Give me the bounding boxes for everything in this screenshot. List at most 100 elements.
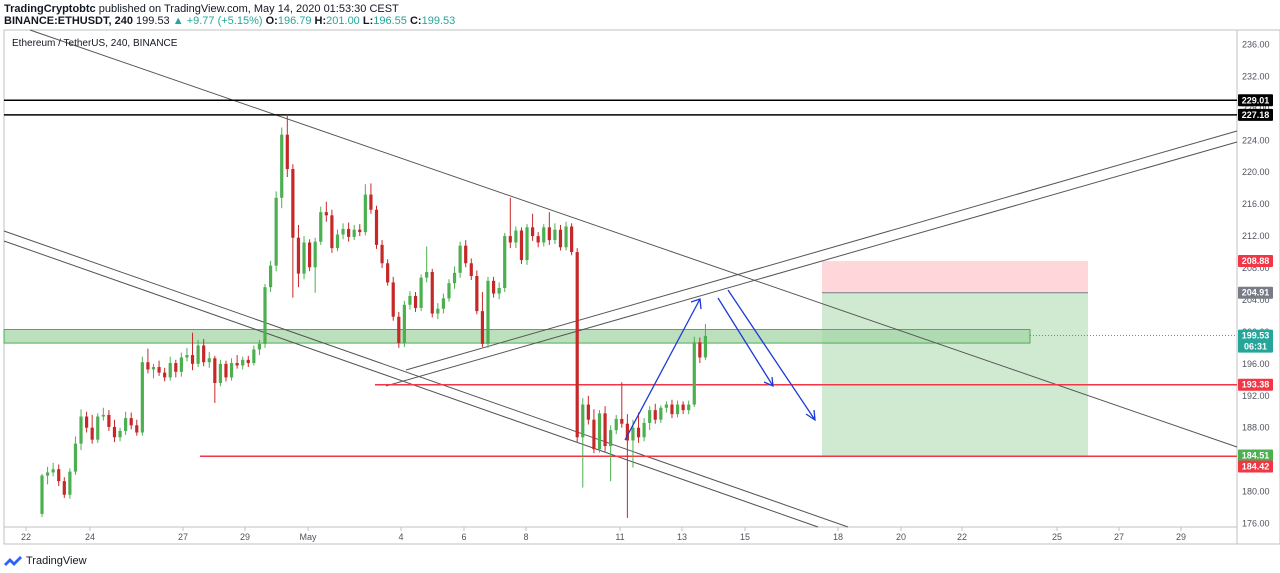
price-label-text: 06:31 [1244, 342, 1267, 352]
price-label-text: 184.51 [1242, 451, 1270, 461]
low-value: 196.55 [373, 15, 407, 27]
close-label: C: [409, 15, 422, 27]
candle-body [391, 282, 395, 317]
candle-body [441, 298, 445, 309]
price-label-text: 229.01 [1242, 95, 1270, 105]
candle-body [491, 280, 496, 294]
candle-body [335, 234, 340, 249]
candle-body [347, 228, 351, 237]
x-tick-label: 22 [957, 532, 967, 542]
candle-body [90, 427, 94, 440]
publisher-name: TradingCryptobtc [4, 3, 96, 15]
y-tick-label: 216.00 [1242, 199, 1270, 209]
candle-body [413, 295, 418, 308]
candle-body [369, 194, 373, 210]
candle-body [452, 272, 457, 284]
candle-body [179, 357, 183, 372]
brand-name: TradingView [26, 555, 87, 567]
candle-body [129, 418, 133, 426]
candle-body [553, 229, 557, 241]
projection-arrow-down-1[interactable] [717, 297, 774, 388]
x-tick-label: 4 [398, 532, 403, 542]
candle-body [397, 316, 401, 344]
open-value: 196.79 [277, 15, 312, 27]
take-profit-zone[interactable] [822, 292, 1088, 456]
projection-arrow-down-2[interactable] [727, 289, 816, 422]
x-tick-label: 8 [523, 532, 528, 542]
candle-body [246, 359, 250, 364]
candle-body [586, 404, 590, 420]
candle-body [213, 358, 217, 383]
candle-body [374, 209, 379, 245]
x-tick-label: 15 [740, 532, 750, 542]
candle-body [168, 363, 172, 378]
channel-line-outer[interactable] [3, 230, 849, 528]
support-zone[interactable] [3, 329, 1031, 344]
price-label-text: 184.42 [1242, 462, 1270, 472]
candle-body [525, 227, 529, 261]
candle-body [531, 227, 535, 237]
candle-body [151, 367, 156, 370]
x-tick-label: 27 [1114, 532, 1124, 542]
rising-trendline-lower[interactable] [385, 141, 1238, 387]
stop-loss-zone[interactable] [822, 261, 1088, 293]
candle-body [291, 169, 295, 238]
candle-body [675, 404, 680, 415]
low-label: L: [362, 15, 374, 27]
projection-arrow-up[interactable] [624, 298, 702, 441]
candle-body [402, 304, 406, 344]
candle-body [218, 363, 222, 383]
publish-date: published on TradingView.com, May 14, 20… [98, 3, 399, 15]
rising-trendline-upper[interactable] [405, 130, 1238, 371]
candle-body [112, 426, 117, 438]
high-value: 201.00 [326, 15, 360, 27]
tradingview-logo-icon [4, 556, 22, 566]
candle-body [670, 404, 674, 415]
price-label-text: 199.53 [1242, 331, 1270, 341]
candle-body [480, 311, 485, 344]
candle-body [508, 236, 512, 243]
candle-body [469, 263, 473, 277]
resistance-trendline-upper[interactable] [29, 29, 1238, 448]
candle-body [570, 226, 574, 253]
candle-body [302, 242, 306, 274]
candle-body [79, 416, 83, 444]
price-label-box [1238, 378, 1273, 391]
price-label-box [1238, 108, 1273, 121]
publish-info: TradingCryptobtc published on TradingVie… [4, 3, 399, 16]
candle-body [118, 430, 122, 438]
candle-body [642, 422, 646, 438]
x-tick-label: 6 [461, 532, 466, 542]
candle-body [363, 194, 367, 233]
candle-body [464, 245, 468, 264]
price-label-box [1238, 340, 1273, 353]
candle-body [564, 226, 568, 248]
candle-body [207, 358, 211, 363]
candle-body [681, 404, 685, 411]
x-tick-label: 29 [1176, 532, 1186, 542]
y-tick-label: 228.00 [1242, 103, 1270, 113]
candle-body [57, 469, 61, 482]
last-price: 199.53 [136, 15, 170, 27]
candle-body [268, 265, 273, 288]
candle-body [514, 230, 518, 243]
candle-body [503, 236, 507, 288]
candle-body [229, 363, 234, 378]
x-tick-label: 29 [240, 532, 250, 542]
y-tick-label: 176.00 [1242, 519, 1270, 529]
y-tick-label: 192.00 [1242, 391, 1270, 401]
x-tick-label: 24 [85, 532, 95, 542]
candle-body [190, 355, 195, 364]
price-label-text: 208.88 [1242, 256, 1270, 266]
candle-body [648, 410, 652, 423]
price-change: ▲ +9.77 (+5.15%) [172, 15, 263, 27]
price-label-box [1238, 286, 1273, 299]
candle-body [408, 295, 412, 305]
candle-body [285, 134, 289, 170]
candle-body [45, 472, 50, 476]
x-tick-label: 25 [1052, 532, 1062, 542]
candle-body [486, 280, 490, 344]
y-tick-label: 180.00 [1242, 487, 1270, 497]
y-tick-label: 204.00 [1242, 295, 1270, 305]
